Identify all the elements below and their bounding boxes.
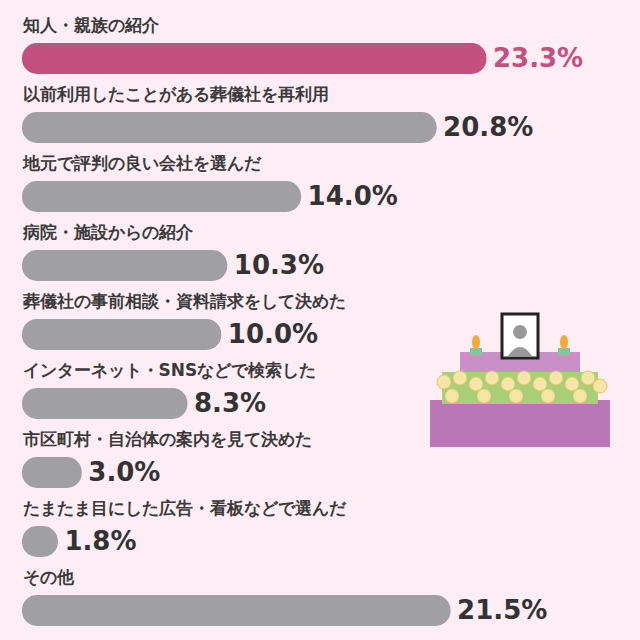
- svg-text:インターネット・SNSなどで検索した: インターネット・SNSなどで検索した: [23, 360, 317, 380]
- svg-text:その他: その他: [23, 567, 75, 587]
- svg-text:葬儀社の事前相談・資料請求をして決めた: 葬儀社の事前相談・資料請求をして決めた: [22, 291, 346, 311]
- svg-text:20.8%: 20.8%: [443, 112, 533, 142]
- svg-text:8.3%: 8.3%: [194, 388, 266, 418]
- svg-text:1.8%: 1.8%: [64, 526, 136, 556]
- svg-text:10.0%: 10.0%: [228, 319, 318, 349]
- svg-text:10.3%: 10.3%: [234, 250, 324, 280]
- svg-text:21.5%: 21.5%: [457, 595, 547, 625]
- svg-text:以前利用したことがある葬儀社を再利用: 以前利用したことがある葬儀社を再利用: [23, 84, 329, 104]
- svg-text:知人・親族の紹介: 知人・親族の紹介: [22, 15, 160, 35]
- svg-text:市区町村・自治体の案内を見て決めた: 市区町村・自治体の案内を見て決めた: [22, 429, 312, 449]
- svg-text:たまたま目にした広告・看板などで選んだ: たまたま目にした広告・看板などで選んだ: [23, 498, 347, 518]
- svg-text:14.0%: 14.0%: [308, 181, 398, 211]
- svg-text:病院・施設からの紹介: 病院・施設からの紹介: [22, 222, 194, 242]
- svg-text:3.0%: 3.0%: [88, 457, 160, 487]
- svg-text:地元で評判の良い会社を選んだ: 地元で評判の良い会社を選んだ: [22, 153, 262, 173]
- svg-text:23.3%: 23.3%: [493, 43, 583, 73]
